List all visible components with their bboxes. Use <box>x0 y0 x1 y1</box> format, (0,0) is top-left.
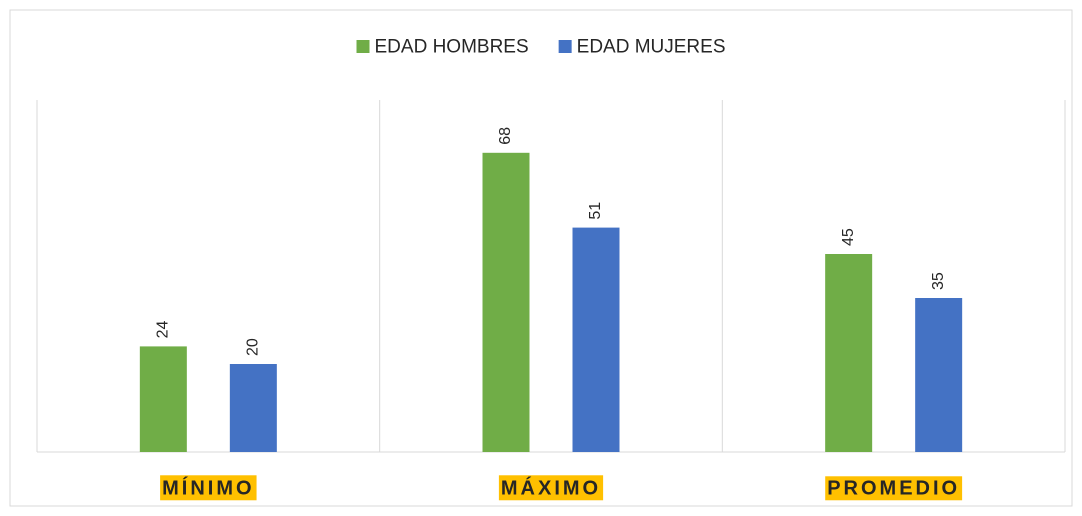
data-label: 68 <box>497 127 514 145</box>
bar <box>915 298 963 452</box>
bar <box>572 227 620 452</box>
legend-swatch <box>356 40 370 53</box>
data-label: 24 <box>155 321 172 339</box>
legend-swatch <box>558 40 572 53</box>
category-highlight <box>498 475 604 501</box>
x-tick-label: MÁXIMO <box>501 476 601 499</box>
bar <box>139 346 187 452</box>
legend-label: EDAD MUJERES <box>577 37 726 58</box>
data-label: 20 <box>245 338 262 356</box>
bar <box>825 254 873 452</box>
data-label: 35 <box>930 272 947 290</box>
data-label: 45 <box>840 228 857 246</box>
category-highlight <box>160 475 257 501</box>
legend: EDAD HOMBRES EDAD MUJERES <box>356 37 726 58</box>
x-tick-label: MÍNIMO <box>162 476 254 499</box>
x-tick-label: PROMEDIO <box>827 477 960 499</box>
bar <box>229 364 277 452</box>
bar <box>482 152 530 453</box>
category-highlight <box>825 476 963 501</box>
chart-border <box>9 9 1073 507</box>
data-label: 51 <box>587 202 604 220</box>
legend-label: EDAD HOMBRES <box>375 37 529 58</box>
